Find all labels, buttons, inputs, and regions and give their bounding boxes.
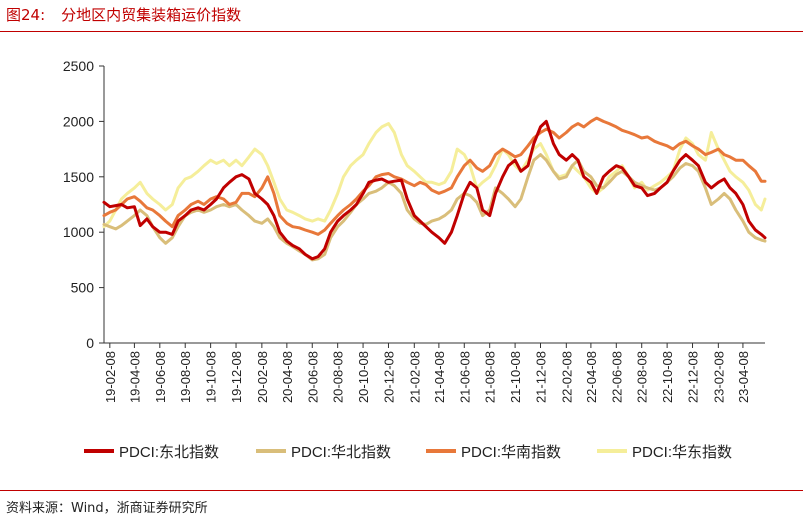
series-line-4 [102,122,767,229]
figure-label: 图24: [6,6,46,24]
x-tick-label: 22-12-08 [686,351,701,403]
y-tick-label: 1500 [63,169,94,185]
x-tick-label: 20-08-08 [331,351,346,403]
x-tick-label: 19-08-08 [178,351,193,403]
y-tick-label: 2500 [63,58,94,74]
x-tick-label: 22-06-08 [609,351,624,403]
x-tick-label: 21-12-08 [534,351,549,403]
x-tick-label: 19-06-08 [153,351,168,403]
x-tick-label: 20-04-08 [280,351,295,403]
x-tick-label: 20-06-08 [305,351,320,403]
x-tick-label: 20-10-08 [356,351,371,403]
x-tick-label: 19-10-08 [204,351,219,403]
x-tick-label: 21-02-08 [407,351,422,403]
y-tick-label: 1000 [63,224,94,240]
x-tick-label: 19-02-08 [103,351,118,403]
x-tick-label: 21-04-08 [432,351,447,403]
figure-title: 图24: 分地区内贸集装箱运价指数 [6,4,241,25]
legend-label-2: PDCI:华北指数 [291,444,391,461]
y-tick-label: 500 [71,280,95,296]
x-tick-label: 21-06-08 [457,351,472,403]
y-tick-label: 2000 [63,113,94,129]
title-divider [0,31,803,32]
x-tick-label: 20-02-08 [255,351,270,403]
legend-label-1: PDCI:东北指数 [119,444,219,461]
x-tick-label: 23-02-08 [711,351,726,403]
x-tick-label: 21-10-08 [508,351,523,403]
x-tick-label: 22-02-08 [559,351,574,403]
x-tick-label: 21-08-08 [483,351,498,403]
x-tick-label: 22-08-08 [635,351,650,403]
source-note: 资料来源：Wind，浙商证券研究所 [6,501,208,516]
x-tick-label: 22-10-08 [660,351,675,403]
figure-title-text: 分地区内贸集装箱运价指数 [61,6,242,24]
x-tick-label: 22-04-08 [584,351,599,403]
series-line-2 [102,153,767,262]
source-divider [0,490,803,491]
x-tick-label: 19-12-08 [229,351,244,403]
x-tick-label: 20-12-08 [381,351,396,403]
series-line-1 [102,119,767,261]
y-tick-label: 0 [86,335,94,351]
series-line-3 [102,116,767,236]
x-tick-label: 23-04-08 [736,351,751,403]
legend-label-3: PDCI:华南指数 [461,444,561,461]
legend-label-4: PDCI:华东指数 [632,444,732,461]
x-tick-label: 19-04-08 [127,351,142,403]
